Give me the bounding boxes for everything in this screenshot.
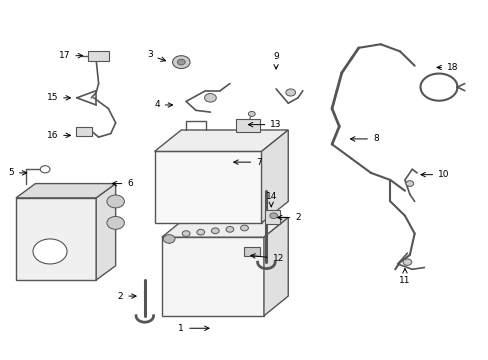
Polygon shape [264,217,287,316]
Circle shape [107,195,124,208]
Circle shape [182,231,190,237]
Text: 17: 17 [59,51,82,60]
FancyBboxPatch shape [154,152,261,223]
FancyBboxPatch shape [76,127,92,136]
Circle shape [40,166,50,173]
Text: 1: 1 [178,324,208,333]
Text: 11: 11 [398,269,410,284]
Polygon shape [16,184,116,198]
Polygon shape [162,217,287,237]
Circle shape [240,225,248,231]
Text: 7: 7 [233,158,262,167]
Text: 4: 4 [154,100,172,109]
Circle shape [285,89,295,96]
Circle shape [211,228,219,234]
Text: 10: 10 [420,170,448,179]
Text: 14: 14 [265,192,276,207]
Circle shape [402,259,411,265]
Text: 2: 2 [277,213,300,222]
FancyBboxPatch shape [236,119,260,132]
Circle shape [197,229,204,235]
Text: 16: 16 [46,131,70,140]
Circle shape [248,111,255,116]
Polygon shape [96,184,116,280]
Text: 3: 3 [146,50,165,61]
Circle shape [405,181,413,186]
Polygon shape [261,130,287,223]
Text: 13: 13 [248,120,281,129]
Text: 5: 5 [8,168,27,177]
FancyBboxPatch shape [88,51,109,61]
Text: 18: 18 [436,63,457,72]
Circle shape [33,239,67,264]
Text: 9: 9 [273,52,279,69]
Circle shape [177,59,185,65]
Circle shape [225,226,233,232]
Text: 12: 12 [250,254,284,263]
Circle shape [163,235,175,243]
FancyBboxPatch shape [162,237,264,316]
FancyBboxPatch shape [16,198,96,280]
Circle shape [204,94,216,102]
Text: 2: 2 [118,292,136,301]
FancyBboxPatch shape [243,247,260,256]
Circle shape [107,216,124,229]
FancyBboxPatch shape [265,210,279,224]
Text: 15: 15 [46,93,70,102]
Text: 6: 6 [112,179,133,188]
Text: 8: 8 [350,134,378,143]
Circle shape [172,56,190,68]
Polygon shape [154,130,287,152]
Circle shape [269,213,277,219]
